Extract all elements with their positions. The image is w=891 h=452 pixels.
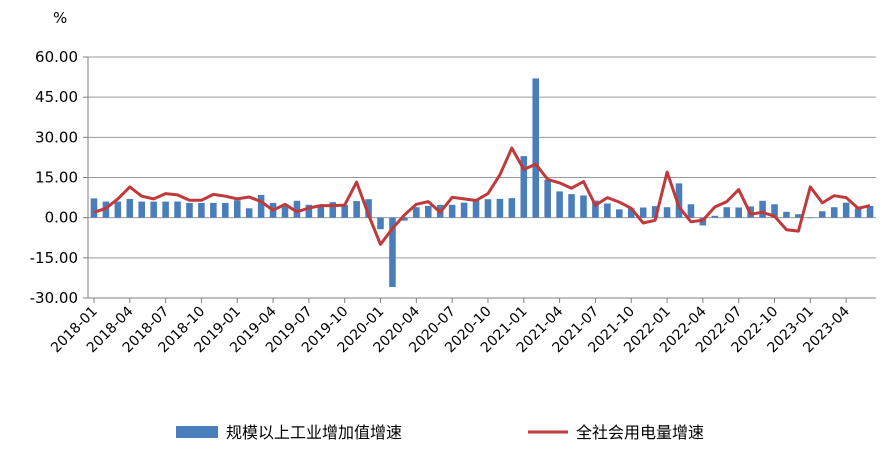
bar [198,202,205,218]
bar [627,208,635,218]
bar-series [90,78,874,288]
grid-lines [88,56,876,299]
bar [293,200,301,218]
bar [663,207,671,218]
bar [257,194,265,218]
bar [90,198,98,218]
y-axis: -30.00 -15.00 0.00 15.00 30.00 45.00 60.00 [30,48,89,307]
y-tick-label: 60.00 [35,48,78,66]
bar [222,202,229,218]
bar [616,209,623,218]
bar [413,207,420,218]
bar [592,200,599,218]
bar [317,205,325,218]
bar [771,204,778,218]
bar [866,205,874,218]
bar [639,207,647,218]
bar [448,204,456,218]
bar [353,201,360,218]
bar [401,217,408,221]
line-series [93,146,871,246]
bar [759,200,766,218]
bar [711,215,719,218]
bar [795,214,802,218]
y-tick-label: -15.00 [30,249,78,267]
y-tick-label: 15.00 [35,169,78,187]
bar [735,207,742,218]
bar [842,202,850,218]
bar [508,198,516,218]
y-axis-unit: % [53,9,67,27]
legend-label-bar: 规模以上工业增加值增速 [226,423,402,442]
y-tick-label: -30.00 [30,289,78,307]
bar [484,199,492,218]
bar [150,201,157,218]
bar [496,198,504,218]
bar [807,217,814,219]
bar [675,183,683,218]
bar [723,207,731,218]
y-tick-label: 30.00 [35,128,78,146]
bar [472,199,480,218]
y-tick-label: 0.00 [45,209,78,227]
bar [830,207,838,218]
bar [341,205,348,218]
bar [126,198,134,218]
bar [532,78,540,218]
legend: 规模以上工业增加值增速 全社会用电量增速 [176,423,704,442]
bar [377,217,384,230]
bar [818,211,826,218]
bar [580,195,587,218]
bar [305,204,313,218]
bar [460,202,468,218]
bar [424,205,432,218]
bar [604,203,611,218]
bar [520,156,528,218]
bar [281,204,289,218]
bar [114,201,122,218]
bar [162,201,169,218]
bar [544,179,551,218]
legend-swatch-bar [176,426,218,438]
bar [210,202,217,218]
bar [651,206,659,218]
bar [174,201,181,218]
bar [138,201,146,218]
legend-label-line: 全社会用电量增速 [576,423,704,442]
bar [365,199,372,218]
bar [329,202,337,218]
bar [783,211,790,218]
bar [245,208,253,218]
bar [186,202,193,218]
bar [854,208,862,218]
line-series-path [93,146,871,246]
x-axis: 2018-012018-042018-072018-102019-012019-… [48,297,876,356]
bar [687,204,695,218]
y-tick-label: 45.00 [35,88,78,106]
bar [568,194,575,218]
bar [556,191,563,218]
bar [233,200,241,218]
bar [389,217,396,288]
